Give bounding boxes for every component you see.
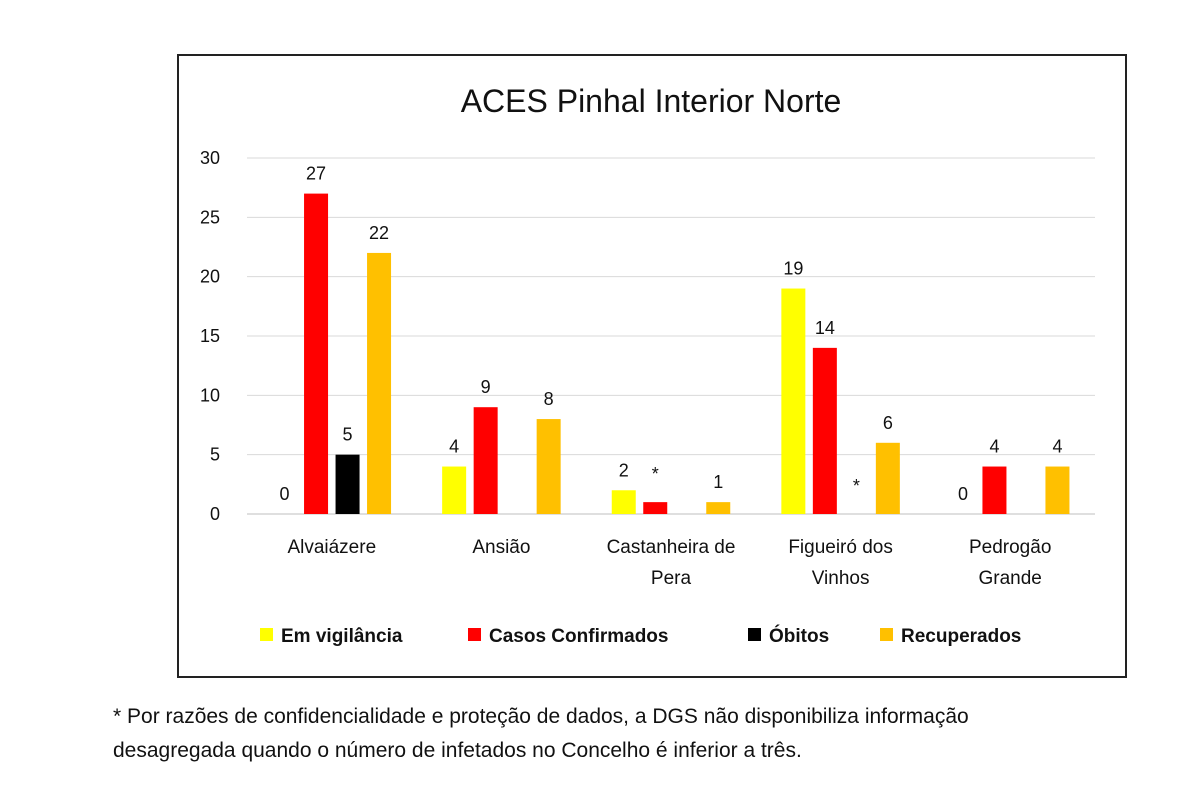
data-label: 2 [619,460,629,480]
bar-casos-confirmados [982,466,1007,514]
x-category-label: Grande [979,568,1042,589]
suppressed-data-marker: * [853,476,860,496]
bars [304,193,1070,514]
legend-label: Óbitos [769,625,829,647]
y-tick-label: 20 [200,267,220,287]
bar-em-vigilância [442,466,467,514]
x-category-label: Pedrogão [969,537,1051,558]
bar-em-vigilância [781,288,806,514]
x-category-label: Alvaiázere [287,537,376,558]
data-label: 14 [815,318,835,338]
bar-recuperados [706,502,731,514]
bar-casos-confirmados [812,347,837,514]
y-tick-label: 5 [210,445,220,465]
y-tick-label: 30 [200,148,220,168]
y-tick-label: 15 [200,326,220,346]
bar-recuperados [536,419,561,514]
bar-casos-confirmados [473,407,498,514]
y-tick-label: 25 [200,207,220,227]
data-labels: 0 27 5 22 4 9 8 2 * 1 19 14 * 6 0 4 4 [280,164,1063,504]
data-label: 0 [280,484,290,504]
bar-óbitos [335,454,360,514]
data-label: 4 [1052,437,1062,457]
bar-em-vigilância [611,490,636,514]
legend-label: Em vigilância [281,626,403,647]
data-label: 5 [343,425,353,445]
legend-label: Casos Confirmados [489,626,668,647]
x-category-label: Vinhos [812,568,870,589]
data-label: 19 [783,259,803,279]
data-label: 1 [713,472,723,492]
data-label: 4 [449,437,459,457]
legend-swatch [468,628,481,641]
bar-recuperados [1045,466,1070,514]
bar-recuperados [875,442,900,514]
legend: Em vigilância Casos Confirmados Óbitos Recu… [260,625,1021,647]
legend-swatch [748,628,761,641]
bar-casos-confirmados [643,502,668,514]
bar-casos-confirmados [304,193,329,514]
data-label: 22 [369,223,389,243]
bar-recuperados [367,252,392,514]
footnote: * Por razões de confidencialidade e prot… [113,705,969,762]
legend-label: Recuperados [901,626,1021,647]
data-label: 4 [989,437,999,457]
legend-swatch [260,628,273,641]
suppressed-data-marker: * [652,464,659,484]
data-label: 27 [306,164,326,184]
y-tick-label: 0 [210,504,220,524]
chart-title: ACES Pinhal Interior Norte [461,83,842,119]
data-label: 8 [544,389,554,409]
x-category-label: Pera [651,568,692,589]
x-category-label: Ansião [472,537,530,558]
data-label: 0 [958,484,968,504]
x-category-label: Figueiró dos [788,537,893,558]
data-label: 9 [481,377,491,397]
data-label: 6 [883,413,893,433]
y-tick-label: 10 [200,385,220,405]
legend-swatch [880,628,893,641]
x-category-label: Castanheira de [607,537,736,558]
